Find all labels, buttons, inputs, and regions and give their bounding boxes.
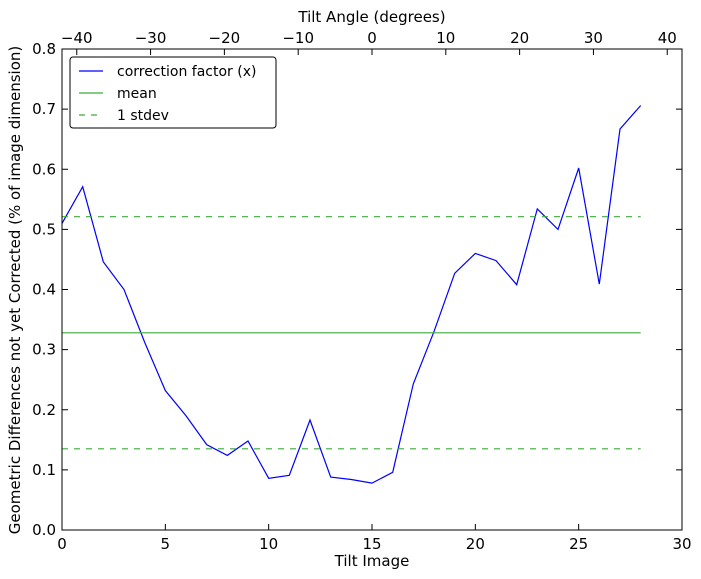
x-tick-label: 20 (466, 535, 485, 553)
legend-label-0: correction factor (x) (117, 64, 256, 80)
x-tick-label: 5 (161, 535, 171, 553)
legend-entries: correction factor (x) mean 1 stdev (79, 64, 256, 124)
top-x-tick-label: 10 (436, 29, 455, 47)
top-x-tick-label: −10 (282, 29, 314, 47)
top-x-tick-label: 30 (584, 29, 603, 47)
legend: correction factor (x) mean 1 stdev (69, 56, 277, 129)
top-x-tick-label: 20 (510, 29, 529, 47)
y-axis-label: Geometric Differences not yet Corrected … (6, 46, 24, 535)
y-tick-label: 0.4 (32, 281, 56, 299)
x-tick-label: 30 (672, 535, 691, 553)
y-tick-label: 0.6 (32, 160, 56, 178)
top-x-tick-label: −40 (61, 29, 93, 47)
y-tick-label: 0.3 (32, 341, 56, 359)
series-line-0 (61, 105, 642, 484)
top-x-axis-label: Tilt Angle (degrees) (297, 8, 445, 26)
tick-layer: 0 5 10 15 20 25 300.00.10.20.30.40.50.60.70.8−… (32, 29, 691, 553)
legend-box (69, 56, 277, 129)
top-x-tick-label: 40 (658, 29, 677, 47)
y-tick-label: 0.2 (32, 401, 56, 419)
series-layer (61, 105, 642, 484)
x-tick-label: 10 (259, 535, 278, 553)
top-x-tick-label: 0 (367, 29, 377, 47)
y-tick-label: 0.5 (32, 220, 56, 238)
y-tick-label: 0.7 (32, 100, 56, 118)
x-axis-label: Tilt Image (334, 552, 410, 570)
x-tick-label: 0 (57, 535, 67, 553)
legend-label-1: mean (117, 86, 157, 102)
y-tick-label: 0.0 (32, 521, 56, 539)
top-x-tick-label: −20 (209, 29, 241, 47)
y-tick-label: 0.1 (32, 461, 56, 479)
top-x-tick-label: −30 (135, 29, 167, 47)
x-tick-label: 15 (362, 535, 381, 553)
x-tick-label: 25 (569, 535, 588, 553)
legend-label-2: 1 stdev (117, 108, 169, 124)
y-tick-label: 0.8 (32, 40, 56, 58)
plot-area (62, 49, 682, 530)
